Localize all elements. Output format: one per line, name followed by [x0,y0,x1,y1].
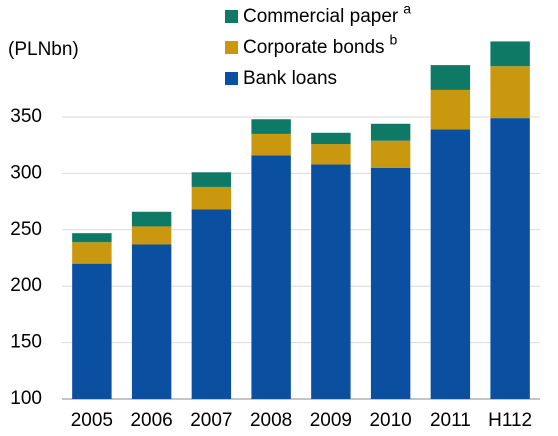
y-tick-label: 300 [10,162,42,183]
bar-segment [311,164,351,399]
bar-segment [370,123,411,141]
x-tick-label: H112 [488,410,532,431]
bar-segment [430,89,471,130]
x-tick-label: 2010 [369,410,411,431]
bar-segment [72,242,112,264]
legend-label: Bank loans [243,68,337,89]
bar-segment [370,167,411,399]
bar-segment [490,118,530,400]
y-tick-label: 350 [10,106,42,127]
bar-segment [72,233,112,243]
bar-segment [251,155,291,399]
legend-swatch [225,72,238,85]
bar-segment [490,41,530,67]
bar-segment [251,119,291,134]
bar-segment [191,186,232,210]
bar-segment [191,172,232,187]
bar-segment [131,211,172,227]
legend-label: Corporate bonds [243,37,385,58]
x-tick-label: 2011 [430,410,471,431]
y-tick-label: 100 [10,388,42,409]
legend-note: a [403,1,411,17]
x-tick-label: 2006 [130,410,172,431]
bar-segment [191,209,232,399]
legend-swatch [225,41,238,54]
bar-segment [430,65,471,90]
bar-segment [311,144,351,165]
bar-segment [430,129,471,399]
bar-segment [370,140,411,168]
bar-segment [72,263,112,399]
x-tick-label: 2008 [250,410,292,431]
y-tick-label: 200 [10,275,42,296]
bar-segment [490,66,530,119]
x-tick-label: 2005 [71,410,113,431]
legend-label: Commercial paper [243,6,399,27]
legend-swatch [225,10,238,23]
bar-segment [251,133,291,156]
bar-segment [311,132,351,145]
y-axis-label: (PLNbn) [8,39,79,60]
bar-segment [131,244,172,399]
x-tick-label: 2009 [310,410,352,431]
legend-note: b [390,32,398,48]
x-tick-label: 2007 [190,410,232,431]
y-tick-label: 250 [10,219,42,240]
bar-segment [131,226,172,245]
y-tick-label: 150 [10,332,42,353]
